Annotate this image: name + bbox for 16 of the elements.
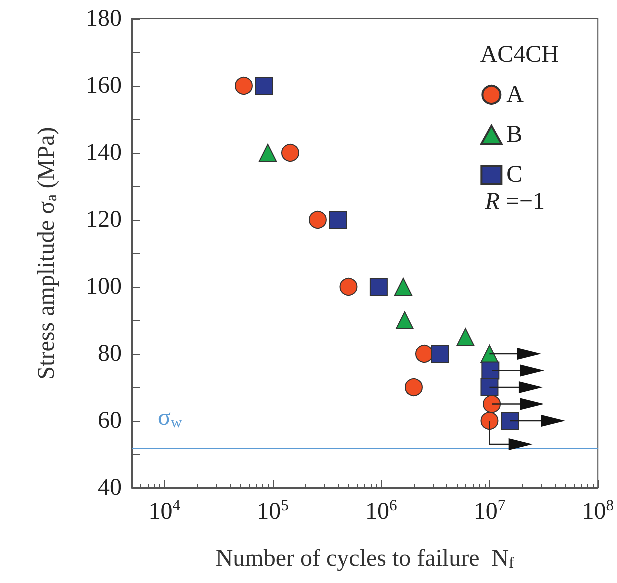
- y-axis-title: Stress amplitude σa (MPa): [34, 127, 60, 380]
- x-axis-title: Number of cycles to failure Nf: [216, 546, 516, 572]
- y-tick-label: 160: [86, 73, 122, 99]
- y-tick-label: 40: [98, 475, 122, 501]
- legend-title: AC4CH: [480, 42, 560, 68]
- annotation: R =−1: [484, 189, 546, 215]
- legend-label: B: [506, 122, 523, 148]
- legend-label: A: [506, 82, 525, 108]
- y-tick-label: 120: [86, 207, 122, 233]
- ref-line-label: σw: [158, 405, 183, 432]
- y-tick-label: 180: [86, 6, 122, 32]
- y-tick-label: 60: [98, 408, 122, 434]
- legend-label: C: [506, 162, 523, 188]
- y-tick-label: 100: [86, 274, 122, 300]
- y-tick-label: 80: [98, 341, 122, 367]
- y-tick-label: 140: [86, 140, 122, 166]
